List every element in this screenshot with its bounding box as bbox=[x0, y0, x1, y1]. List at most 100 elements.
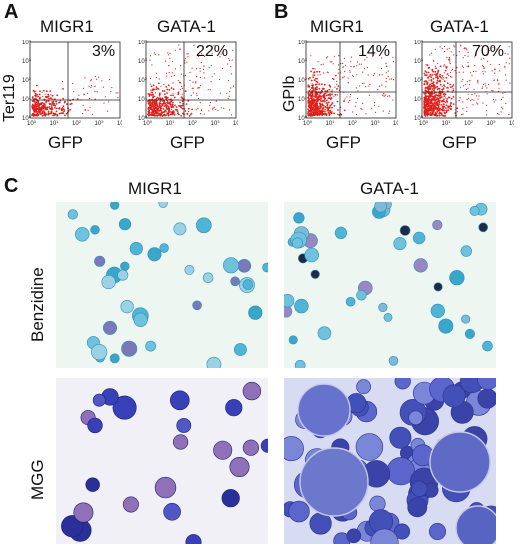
y-tick-label: 100 bbox=[414, 114, 424, 122]
y-tick-label: 102 bbox=[414, 76, 424, 84]
plot-a2-title: GATA-1 bbox=[157, 17, 216, 36]
micrograph-background bbox=[284, 202, 496, 368]
dot bbox=[331, 110, 333, 112]
dot bbox=[330, 103, 333, 106]
dot bbox=[64, 114, 66, 117]
dot bbox=[432, 77, 435, 80]
cell bbox=[129, 241, 143, 256]
dot bbox=[330, 111, 332, 113]
dot bbox=[428, 84, 431, 86]
dot bbox=[380, 67, 382, 70]
dot bbox=[449, 104, 452, 107]
dot bbox=[337, 85, 340, 87]
dot bbox=[425, 74, 428, 77]
dot bbox=[478, 95, 480, 97]
dot bbox=[38, 98, 40, 100]
dot bbox=[446, 102, 448, 104]
dot bbox=[443, 64, 445, 66]
dot bbox=[163, 105, 166, 108]
dot bbox=[187, 56, 189, 58]
dot bbox=[177, 112, 179, 115]
dot bbox=[423, 110, 426, 112]
dot bbox=[445, 66, 447, 68]
dot bbox=[188, 115, 191, 117]
dot bbox=[58, 107, 60, 110]
x-tick-label: 100 bbox=[303, 119, 313, 126]
dot bbox=[167, 84, 170, 87]
dot bbox=[181, 87, 183, 89]
dot bbox=[476, 95, 478, 97]
dot bbox=[56, 100, 58, 102]
dot bbox=[502, 92, 504, 94]
dot bbox=[192, 92, 194, 94]
dot bbox=[441, 85, 443, 87]
dot bbox=[443, 80, 446, 83]
dot bbox=[446, 86, 449, 89]
cell bbox=[388, 356, 399, 366]
dot bbox=[424, 89, 427, 92]
dot bbox=[219, 92, 221, 94]
dot bbox=[170, 100, 173, 102]
y-tick-label: 101 bbox=[298, 95, 308, 103]
dot bbox=[178, 105, 180, 107]
dot bbox=[331, 77, 334, 80]
dot bbox=[344, 70, 346, 72]
dot bbox=[96, 78, 98, 80]
cell bbox=[356, 379, 371, 395]
dot bbox=[426, 64, 429, 67]
dot bbox=[505, 62, 507, 64]
dot bbox=[311, 95, 313, 97]
dot bbox=[170, 106, 173, 109]
dot bbox=[310, 87, 313, 89]
dot bbox=[317, 98, 319, 101]
dot bbox=[504, 67, 506, 69]
dot bbox=[361, 108, 363, 110]
dot bbox=[37, 104, 40, 107]
cell bbox=[413, 258, 428, 273]
dot bbox=[385, 86, 387, 88]
dot bbox=[314, 88, 317, 91]
cell bbox=[288, 500, 310, 523]
dot bbox=[318, 107, 320, 109]
dot bbox=[170, 87, 173, 89]
dot bbox=[392, 56, 394, 58]
dot bbox=[444, 69, 447, 72]
dot bbox=[383, 95, 385, 97]
dot bbox=[36, 107, 39, 110]
dot bbox=[318, 107, 321, 110]
dot bbox=[439, 107, 441, 109]
dot bbox=[200, 109, 202, 112]
dot bbox=[199, 102, 201, 104]
dot bbox=[439, 110, 441, 112]
cell bbox=[355, 433, 384, 461]
cell bbox=[346, 528, 362, 544]
x-tick-label: 103 bbox=[487, 119, 497, 126]
dot bbox=[469, 80, 471, 82]
dot bbox=[440, 77, 443, 79]
dot bbox=[313, 71, 315, 74]
cell bbox=[92, 393, 106, 407]
dot bbox=[197, 87, 199, 89]
cell bbox=[449, 270, 465, 286]
dot bbox=[443, 98, 445, 101]
dot bbox=[150, 101, 152, 103]
dot bbox=[332, 63, 334, 65]
dot bbox=[373, 104, 376, 106]
dot bbox=[496, 48, 498, 50]
dot bbox=[332, 102, 334, 104]
dot bbox=[465, 48, 467, 50]
dot bbox=[357, 90, 359, 92]
dot bbox=[431, 83, 433, 85]
dot bbox=[482, 71, 484, 73]
dot bbox=[187, 100, 190, 102]
dot bbox=[328, 107, 330, 109]
cell bbox=[294, 298, 309, 314]
dot bbox=[317, 74, 319, 76]
dot bbox=[427, 76, 429, 78]
dot bbox=[389, 110, 391, 112]
dot bbox=[453, 54, 455, 56]
dot bbox=[450, 86, 452, 89]
dot bbox=[466, 65, 468, 68]
dot bbox=[458, 71, 460, 73]
dot bbox=[316, 93, 319, 96]
